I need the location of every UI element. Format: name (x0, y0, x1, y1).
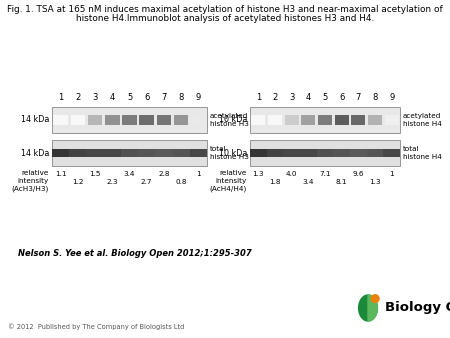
Bar (138, 149, 155, 156)
Text: 7.1: 7.1 (319, 171, 331, 177)
Text: 2.3: 2.3 (107, 179, 118, 185)
Polygon shape (359, 295, 378, 321)
Bar (105, 115, 120, 125)
Bar (52, 140, 207, 166)
Text: histone H4.Immunoblot analysis of acetylated histones H3 and H4.: histone H4.Immunoblot analysis of acetyl… (76, 14, 374, 23)
Text: 1.2: 1.2 (72, 179, 84, 185)
Bar (121, 149, 138, 156)
Text: 3.4: 3.4 (124, 171, 135, 177)
Text: Fig. 1. TSA at 165 nM induces maximal acetylation of histone H3 and near-maximal: Fig. 1. TSA at 165 nM induces maximal ac… (7, 5, 443, 14)
Bar (250, 107, 400, 133)
Text: 1: 1 (196, 171, 201, 177)
Bar (302, 115, 315, 125)
Bar (317, 149, 333, 156)
Bar (367, 149, 383, 156)
Bar (267, 149, 284, 156)
Bar (155, 149, 172, 156)
Text: 1.1: 1.1 (55, 171, 66, 177)
Text: 9: 9 (196, 93, 201, 102)
Bar (54, 115, 68, 125)
Text: 9.6: 9.6 (353, 171, 364, 177)
Bar (191, 115, 206, 125)
Text: 1.3: 1.3 (369, 179, 381, 185)
Bar (157, 115, 171, 125)
Bar (335, 115, 349, 125)
Bar (368, 115, 382, 125)
Text: 5: 5 (127, 93, 132, 102)
Text: 5: 5 (322, 93, 328, 102)
Text: 1: 1 (58, 93, 63, 102)
Text: 14 kDa: 14 kDa (21, 116, 49, 124)
Bar (333, 149, 350, 156)
Bar (140, 115, 154, 125)
Bar (86, 149, 104, 156)
Bar (174, 115, 189, 125)
Bar (250, 140, 400, 166)
Bar (172, 149, 190, 156)
Bar (250, 149, 267, 156)
Bar (285, 115, 299, 125)
Text: 2: 2 (75, 93, 81, 102)
Bar (71, 115, 85, 125)
Text: 2: 2 (272, 93, 278, 102)
Text: 1.5: 1.5 (89, 171, 101, 177)
Text: acetylated
histone H4: acetylated histone H4 (403, 113, 442, 127)
Text: 7: 7 (161, 93, 166, 102)
Text: 1: 1 (389, 171, 394, 177)
Bar (268, 115, 282, 125)
Circle shape (371, 295, 379, 303)
Bar (350, 149, 367, 156)
Bar (52, 107, 207, 133)
Bar (122, 115, 137, 125)
Text: 3: 3 (92, 93, 98, 102)
Bar (104, 149, 121, 156)
Text: relative
intensity
(AcH4/H4): relative intensity (AcH4/H4) (210, 170, 247, 192)
Text: 3.4: 3.4 (302, 179, 314, 185)
Text: acetylated
histone H3: acetylated histone H3 (210, 113, 249, 127)
Text: relative
intensity
(AcH3/H3): relative intensity (AcH3/H3) (12, 170, 49, 192)
Bar (383, 149, 400, 156)
Text: total
histone H4: total histone H4 (403, 146, 442, 160)
Text: 2.7: 2.7 (141, 179, 153, 185)
Bar (300, 149, 317, 156)
Polygon shape (368, 295, 378, 321)
Bar (88, 115, 102, 125)
Bar (69, 149, 86, 156)
Text: 9: 9 (389, 93, 394, 102)
Text: 4: 4 (110, 93, 115, 102)
Text: 3: 3 (289, 93, 294, 102)
Text: 1: 1 (256, 93, 261, 102)
Text: 8: 8 (372, 93, 378, 102)
Text: 2.8: 2.8 (158, 171, 170, 177)
Text: 6: 6 (144, 93, 149, 102)
Bar (351, 115, 365, 125)
Text: total
histone H3: total histone H3 (210, 146, 249, 160)
Text: 1.8: 1.8 (269, 179, 281, 185)
Text: Nelson S. Yee et al. Biology Open 2012;1:295-307: Nelson S. Yee et al. Biology Open 2012;1… (18, 249, 252, 258)
Text: 1.3: 1.3 (252, 171, 264, 177)
Bar (52, 149, 69, 156)
Text: 14 kDa: 14 kDa (21, 148, 49, 158)
Text: 10 kDa: 10 kDa (219, 148, 247, 158)
Text: 0.8: 0.8 (176, 179, 187, 185)
Bar (284, 149, 300, 156)
Text: 10 kDa: 10 kDa (219, 116, 247, 124)
Text: 6: 6 (339, 93, 344, 102)
Text: 4: 4 (306, 93, 311, 102)
Bar (318, 115, 332, 125)
Bar (190, 149, 207, 156)
Text: 8: 8 (179, 93, 184, 102)
Text: 7: 7 (356, 93, 361, 102)
Text: 8.1: 8.1 (336, 179, 347, 185)
Bar (252, 115, 266, 125)
Bar (385, 115, 399, 125)
Text: 4.0: 4.0 (286, 171, 297, 177)
Text: Biology Open: Biology Open (385, 301, 450, 314)
Text: © 2012  Published by The Company of Biologists Ltd: © 2012 Published by The Company of Biolo… (8, 323, 184, 330)
